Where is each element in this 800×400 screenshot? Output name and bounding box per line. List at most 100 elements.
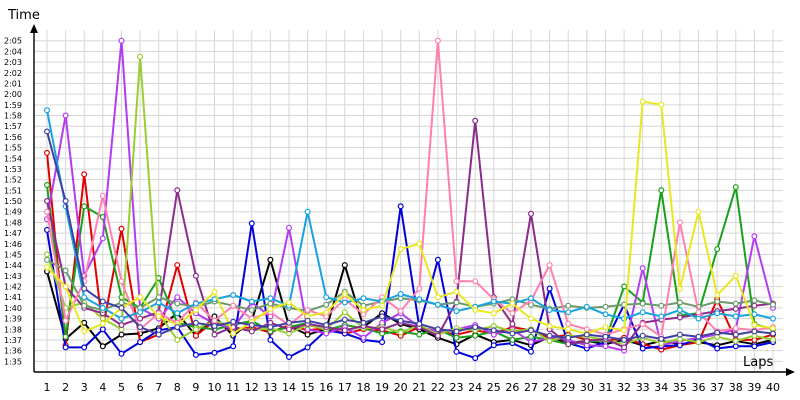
x-tick-label: 16 (319, 381, 333, 394)
data-point (732, 313, 739, 320)
y-tick-label: 1:37 (4, 336, 22, 345)
data-point (248, 328, 255, 335)
data-point (192, 300, 199, 307)
data-point (397, 203, 404, 210)
data-point (472, 355, 479, 362)
data-point (714, 292, 721, 299)
data-point (565, 334, 572, 341)
data-point (81, 328, 88, 335)
data-point (99, 320, 106, 327)
data-point (341, 291, 348, 298)
data-point (248, 220, 255, 227)
data-point (769, 325, 776, 332)
data-point (714, 329, 721, 336)
x-tick-label: 3 (81, 381, 88, 394)
y-tick-label: 1:39 (4, 315, 22, 324)
data-point (81, 294, 88, 301)
data-point (676, 299, 683, 306)
data-point (490, 327, 497, 334)
x-tick-label: 19 (375, 381, 389, 394)
data-point (583, 303, 590, 310)
series-line (46, 55, 774, 346)
data-point (639, 332, 646, 339)
y-tick-label: 2:03 (4, 58, 22, 67)
data-point (732, 331, 739, 338)
data-point (509, 300, 516, 307)
data-point (546, 262, 553, 269)
y-tick-label: 1:47 (4, 229, 22, 238)
data-point (137, 324, 144, 331)
data-point (676, 314, 683, 321)
x-tick-label: 21 (412, 381, 426, 394)
data-point (192, 332, 199, 339)
data-point (769, 336, 776, 343)
data-point (434, 256, 441, 263)
y-tick-label: 1:44 (4, 261, 22, 270)
data-point (304, 344, 311, 351)
data-point (267, 295, 274, 302)
x-tick-label: 29 (561, 381, 575, 394)
data-point (714, 345, 721, 352)
data-point (527, 333, 534, 340)
y-tick-label: 2:01 (4, 79, 22, 88)
data-point (416, 320, 423, 327)
x-tick-label: 7 (155, 381, 162, 394)
data-point (490, 298, 497, 305)
data-point (230, 330, 237, 337)
data-point (81, 203, 88, 210)
data-point (397, 291, 404, 298)
data-point (360, 307, 367, 314)
data-point (583, 338, 590, 345)
data-point (509, 310, 516, 317)
data-point (230, 343, 237, 350)
data-point (62, 317, 69, 324)
data-point (267, 336, 274, 343)
y-tick-label: 1:41 (4, 293, 22, 302)
x-tick-label: 38 (729, 381, 743, 394)
data-point (397, 317, 404, 324)
data-point (81, 344, 88, 351)
data-point (639, 309, 646, 316)
data-point (676, 285, 683, 292)
data-point (490, 310, 497, 317)
data-point (99, 235, 106, 242)
data-point (639, 300, 646, 307)
data-point (137, 294, 144, 301)
data-point (118, 315, 125, 322)
data-point (453, 328, 460, 335)
data-point (174, 310, 181, 317)
series-12 (43, 128, 776, 343)
x-tick-label: 35 (673, 381, 687, 394)
data-point (192, 307, 199, 314)
y-tick-label: 2:00 (4, 90, 22, 99)
data-point (695, 208, 702, 215)
data-point (490, 342, 497, 349)
data-point (99, 192, 106, 199)
data-point (602, 311, 609, 318)
data-point (695, 309, 702, 316)
data-point (43, 251, 50, 258)
x-tick-label: 23 (450, 381, 464, 394)
x-tick-label: 1 (44, 381, 51, 394)
series-line (46, 205, 774, 360)
series-line (46, 131, 774, 341)
data-point (602, 303, 609, 310)
data-point (286, 224, 293, 231)
data-point (230, 302, 237, 309)
data-point (751, 311, 758, 318)
data-point (546, 285, 553, 292)
data-point (192, 326, 199, 333)
data-point (286, 299, 293, 306)
data-point (565, 341, 572, 348)
series-line (46, 110, 774, 320)
data-point (751, 302, 758, 309)
data-point (621, 344, 628, 351)
data-point (267, 300, 274, 307)
x-tick-label: 26 (505, 381, 519, 394)
data-point (62, 112, 69, 119)
data-point (434, 301, 441, 308)
data-point (527, 348, 534, 355)
y-tick-label: 1:59 (4, 101, 22, 110)
data-point (509, 330, 516, 337)
data-point (118, 37, 125, 44)
